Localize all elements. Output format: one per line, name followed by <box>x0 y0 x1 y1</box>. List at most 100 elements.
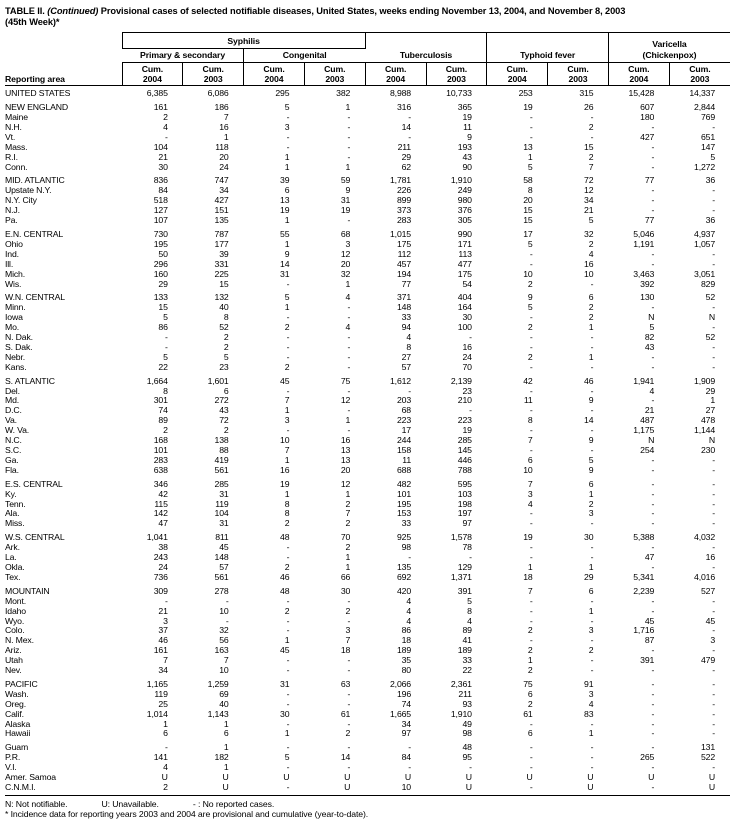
value-cell: 7 <box>223 112 229 122</box>
value-cell: - <box>347 351 351 362</box>
value-cell: 9 <box>588 395 594 406</box>
reporting-area-cell: Amer. Samoa <box>5 772 56 783</box>
value-cell: 57 <box>401 361 412 372</box>
value-cell: - <box>712 698 716 709</box>
value-cell: - <box>651 454 655 465</box>
value-cell: - <box>608 782 670 796</box>
value-cell: - <box>469 762 472 773</box>
value-cell: 5 <box>527 238 533 249</box>
value-cell: - <box>286 385 290 396</box>
value-cell: 55 <box>280 228 290 239</box>
value-cell: 45 <box>644 615 655 626</box>
value-cell: - <box>651 762 655 773</box>
value-cell: 10 <box>219 605 229 616</box>
value-cell: - <box>712 258 716 269</box>
value-cell: 2,239 <box>633 585 655 596</box>
value-cell: 164 <box>457 302 472 313</box>
table-row: N.H. 4 16 3 - 14 11 - 2 - - <box>5 122 730 133</box>
value-cell: 46 <box>280 571 290 582</box>
value-cell: 103 <box>457 488 472 499</box>
value-cell: 9 <box>588 435 594 446</box>
value-cell: 1 <box>588 605 594 616</box>
value-cell: 427 <box>640 131 655 142</box>
reporting-area-cell: Utah <box>5 655 23 666</box>
table-row: Nev. 34 10- -80 22 2- - - <box>5 665 730 676</box>
value-cell: 2 <box>527 625 533 636</box>
value-cell: 10 <box>219 665 229 676</box>
value-cell: 18 <box>523 571 533 582</box>
value-cell: 4 <box>406 332 411 343</box>
value-cell: 27 <box>705 405 716 416</box>
value-cell: 29 <box>584 571 594 582</box>
value-cell: 2 <box>527 645 533 656</box>
col-header-reporting-area: Reporting area <box>5 32 122 87</box>
value-cell: 2 <box>588 312 594 323</box>
value-cell: 104 <box>153 141 168 152</box>
reporting-area-cell: Nebr. <box>5 351 26 362</box>
table-row: Conn. 30 24 1 1 62 90 5 7 - 1,272 <box>5 162 730 173</box>
value-cell: 40 <box>219 698 229 709</box>
value-cell: 31 <box>280 678 290 689</box>
value-cell: - <box>712 728 716 739</box>
value-cell: - <box>469 405 472 416</box>
value-cell: U <box>182 782 244 796</box>
reporting-area-cell: Upstate N.Y. <box>5 185 52 196</box>
value-cell: 77 <box>644 175 655 186</box>
value-cell: 20 <box>219 151 229 162</box>
region-total-row: W.S. CENTRAL 1,041 811 48 70 925 1,578 19 30 5,38… <box>5 529 730 543</box>
value-cell: - <box>347 742 351 753</box>
value-cell: - <box>651 678 655 689</box>
value-cell: U <box>465 772 472 783</box>
region-total-row: PACIFIC 1,165 1,259 31 63 2,066 2,361 75 91 - - <box>5 676 730 690</box>
table-row: Mont. - - - - 4 5 - - - - <box>5 596 730 607</box>
value-cell: 21 <box>644 405 655 416</box>
reporting-area-cell: Hawaii <box>5 728 31 739</box>
value-cell: 43 <box>644 341 655 352</box>
value-cell: 38 <box>158 542 168 553</box>
col-header-cum-2004: Cum. 2004 <box>243 62 305 87</box>
value-cell: 315 <box>579 88 594 99</box>
value-cell: 2 <box>284 322 290 333</box>
value-cell: - <box>651 605 655 616</box>
value-cell: - <box>651 645 655 656</box>
region-total-row: MID. ATLANTIC 836 747 39 59 1,781 1,910 58 72 77 3… <box>5 172 730 186</box>
table-row: N. Mex. 46 56 1 7 18 41 - - 87 3 <box>5 635 730 646</box>
value-cell: 193 <box>457 141 472 152</box>
value-cell: N <box>708 435 716 446</box>
reporting-area-cell: La. <box>5 552 17 563</box>
value-cell: 3 <box>527 488 533 499</box>
value-cell: - <box>529 742 533 753</box>
value-cell: - <box>712 205 716 216</box>
table-row: Calif. 1,014 1,143 30 61 1,665 1,910 61 83 - - <box>5 708 730 720</box>
col-header-cum-2003: Cum. 2003 <box>303 62 366 87</box>
value-cell: 30 <box>462 312 472 323</box>
value-cell: - <box>286 112 290 122</box>
value-cell: 13 <box>340 454 351 465</box>
value-cell: 1,578 <box>450 532 472 543</box>
reporting-area-cell: V.I. <box>5 762 17 773</box>
value-cell: 2 <box>284 561 290 572</box>
reporting-area-cell: Kans. <box>5 361 27 372</box>
cum-header-row: Cum. 2004 Cum. 2003 Cum. 2004 Cum. 2003 Cum. 2004… <box>5 62 731 87</box>
table-row: Okla. 24 57 2 1 135 129 1 1 - - <box>5 561 730 573</box>
value-cell: - <box>286 718 290 729</box>
value-cell: 7 <box>345 508 351 519</box>
value-cell: 74 <box>401 698 412 709</box>
value-cell: 36 <box>705 215 716 226</box>
value-cell: 1,665 <box>390 708 411 719</box>
value-cell: - <box>651 141 655 152</box>
value-cell: - <box>712 665 716 676</box>
value-cell: - <box>651 488 655 499</box>
value-cell: 382 <box>336 88 351 99</box>
footnote-unavailable: U: Unavailable. <box>101 798 159 809</box>
col-header-cum-2004: Cum. 2004 <box>607 62 670 87</box>
value-cell: 1 <box>284 635 290 646</box>
value-cell: 84 <box>158 185 168 196</box>
region-total-row: S. ATLANTIC 1,664 1,601 45 75 1,612 2,139 42 46 1… <box>5 373 730 387</box>
col-header-cum-2003: Cum. 2003 <box>547 62 609 87</box>
value-cell: U <box>344 772 351 783</box>
table-row: Tenn. 115 119 8 2 195 198 4 2 - - <box>5 499 730 510</box>
value-cell: - <box>529 258 533 269</box>
value-cell: 189 <box>457 645 472 656</box>
value-cell: 97 <box>462 518 472 529</box>
